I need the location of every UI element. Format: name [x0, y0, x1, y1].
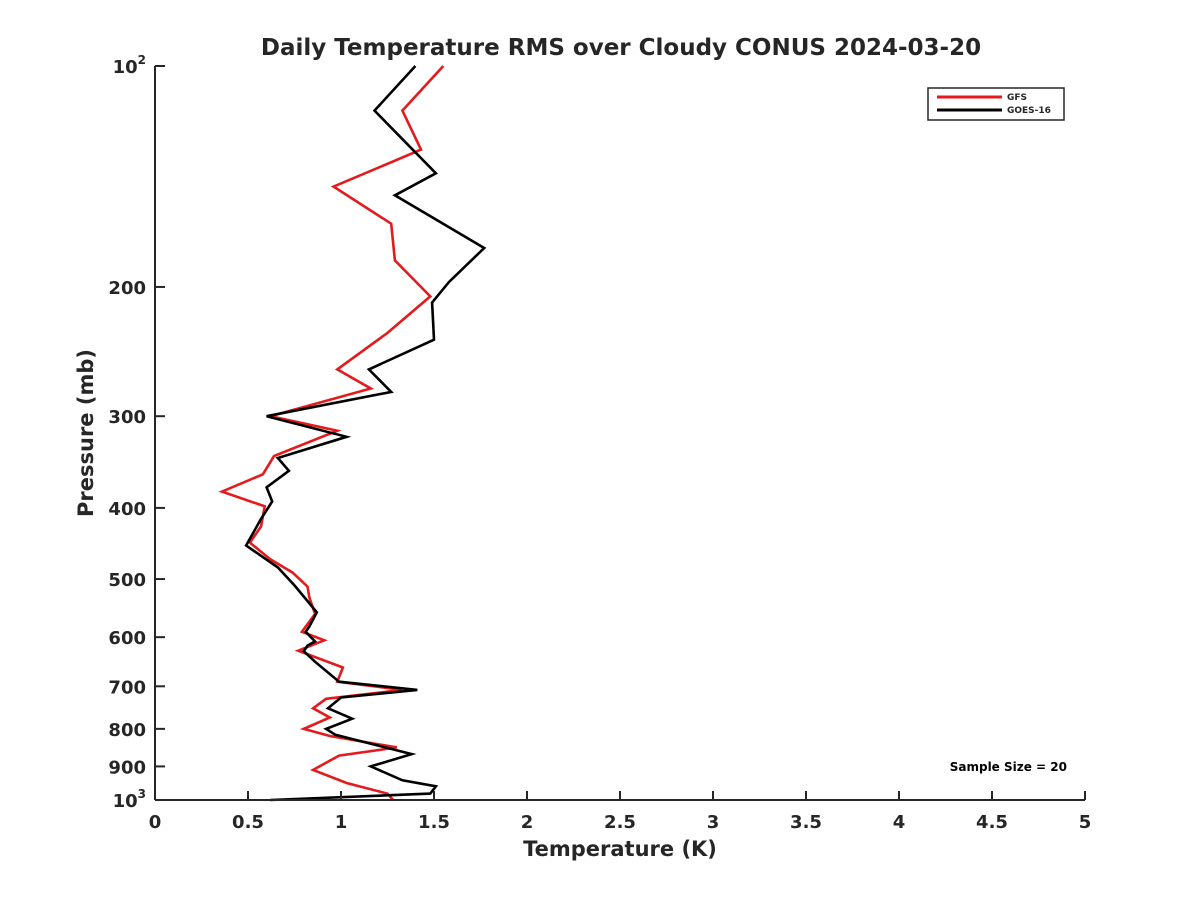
x-tick-label: 4.5: [976, 812, 1008, 833]
y-tick-exponent: 2: [138, 53, 146, 67]
y-tick-label: 500: [108, 570, 146, 591]
x-tick-label: 3: [707, 812, 720, 833]
legend-label-goes16: GOES-16: [1007, 106, 1051, 116]
y-tick-exponent: 3: [138, 787, 146, 801]
y-axis-label: Pressure (mb): [74, 349, 98, 517]
x-tick-label: 1.5: [418, 812, 450, 833]
x-tick-label: 3.5: [790, 812, 822, 833]
x-tick-label: 5: [1079, 812, 1092, 833]
x-tick-label: 4: [893, 812, 906, 833]
chart-title: Daily Temperature RMS over Cloudy CONUS …: [261, 35, 981, 61]
x-ticks: 0 0.5 1 1.5 2 2.5 3 3.5 4 4.5 5: [149, 791, 1092, 833]
x-tick-label: 0.5: [232, 812, 264, 833]
y-tick-label: 400: [108, 499, 146, 520]
y-tick-base: 10: [113, 57, 138, 78]
x-tick-label: 2: [521, 812, 534, 833]
x-tick-label: 0: [149, 812, 162, 833]
y-tick-label: 103: [113, 787, 146, 812]
x-tick-label: 1: [335, 812, 348, 833]
y-tick-label: 300: [108, 407, 146, 428]
legend: GFS GOES-16: [927, 87, 1065, 121]
y-tick-label: 800: [108, 720, 146, 741]
legend-box: [927, 87, 1065, 121]
y-tick-label: 900: [108, 757, 146, 778]
y-tick-label: 200: [108, 278, 146, 299]
y-tick-label: 600: [108, 628, 146, 649]
series-line-goes16: [244, 65, 487, 802]
y-tick-label: 700: [108, 677, 146, 698]
x-axis-label: Temperature (K): [523, 837, 717, 861]
sample-size-annotation: Sample Size = 20: [950, 760, 1067, 774]
y-tick-label: 102: [113, 53, 146, 78]
x-tick-label: 2.5: [604, 812, 636, 833]
series-line-gfs: [218, 65, 445, 801]
y-tick-base: 10: [113, 791, 138, 812]
legend-label-gfs: GFS: [1007, 93, 1027, 103]
plot-series: [218, 65, 487, 802]
